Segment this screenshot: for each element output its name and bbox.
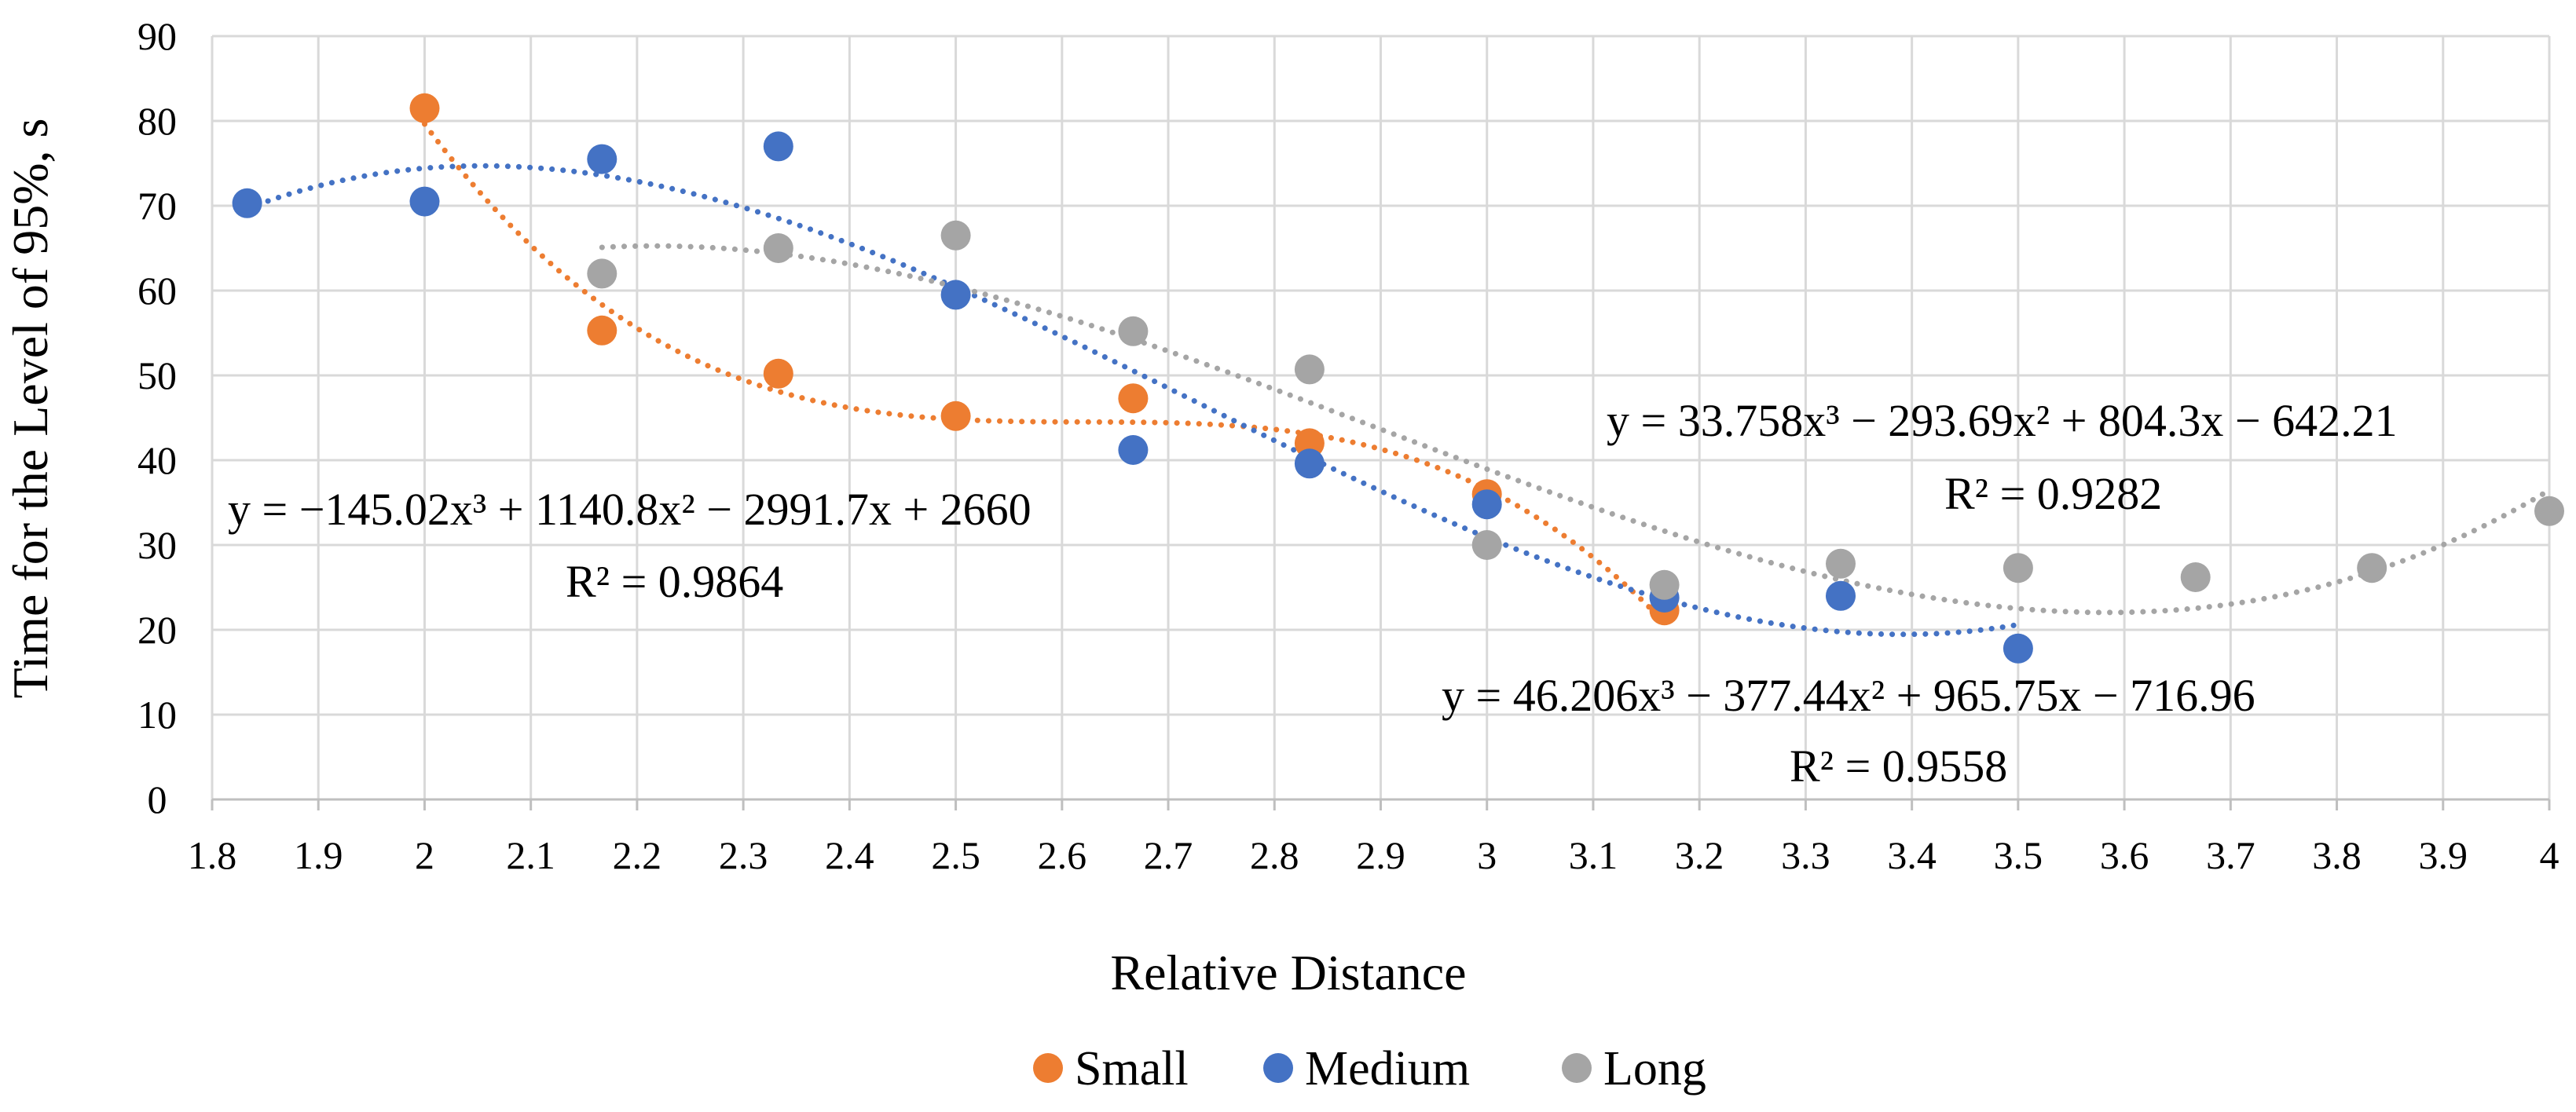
trendline-small	[422, 121, 1668, 626]
x-tick-label: 2.9	[1356, 833, 1405, 877]
x-tick-label: 2.8	[1250, 833, 1299, 877]
x-tick-label: 3.8	[2312, 833, 2362, 877]
legend-marker-medium	[1263, 1053, 1293, 1083]
legend-marker-small	[1033, 1053, 1063, 1083]
tick-labels: 1.8 1.9 2 2.1 2.2 2.3 2.4 2.5 2.6 2.7 2.8 2.9 3 3.1 3.…	[137, 14, 2560, 877]
x-tick-label: 2.4	[825, 833, 874, 877]
r2-long: R² = 0.9282	[1944, 468, 2162, 519]
x-tick-label: 2.3	[719, 833, 768, 877]
point-long	[2180, 562, 2211, 592]
x-tick-label: 3.5	[1994, 833, 2043, 877]
y-tick-label: 20	[137, 608, 177, 652]
x-tick-label: 2.6	[1038, 833, 1087, 877]
point-medium	[232, 188, 262, 218]
y-tick-label: 90	[137, 14, 177, 58]
annotation-medium: y = 46.206x³ − 377.44x² + 965.75x − 716.…	[1442, 670, 2255, 792]
x-axis-title: Relative Distance	[1110, 945, 1466, 1000]
point-medium	[1294, 448, 1325, 479]
r2-small: R² = 0.9864	[566, 556, 783, 607]
point-long	[2534, 496, 2564, 526]
point-medium	[1118, 435, 1149, 465]
point-small	[940, 401, 971, 431]
y-tick-label: 80	[137, 99, 177, 143]
x-tick-label: 3.9	[2419, 833, 2468, 877]
x-tick-label: 1.9	[294, 833, 343, 877]
x-tick-label: 3.7	[2206, 833, 2255, 877]
legend-item-medium: Medium	[1263, 1042, 1470, 1096]
x-tick-label: 2.2	[613, 833, 662, 877]
point-small	[1118, 383, 1149, 414]
point-medium	[763, 131, 793, 162]
point-long	[1294, 354, 1325, 385]
x-tick-label: 4	[2540, 833, 2560, 877]
point-long	[2003, 553, 2033, 583]
equation-small: y = −145.02x³ + 1140.8x² − 2991.7x + 266…	[228, 484, 1031, 535]
legend-item-small: Small	[1033, 1042, 1189, 1096]
y-tick-label: 30	[137, 523, 177, 567]
point-medium	[587, 144, 617, 174]
point-medium	[1471, 489, 1502, 520]
x-tick-label: 3.6	[2100, 833, 2149, 877]
point-small	[763, 358, 793, 389]
y-tick-label: 50	[137, 353, 177, 397]
point-long	[940, 220, 971, 251]
x-tick-label: 3.3	[1781, 833, 1830, 877]
point-medium	[1826, 580, 1856, 611]
trendlines	[244, 121, 2552, 638]
point-small	[409, 93, 440, 123]
annotation-small: y = −145.02x³ + 1140.8x² − 2991.7x + 266…	[228, 484, 1031, 607]
y-tick-label: 10	[137, 693, 177, 737]
point-medium	[409, 186, 440, 217]
point-long	[763, 233, 793, 263]
x-tick-label: 1.8	[188, 833, 237, 877]
point-long	[1118, 316, 1149, 346]
annotation-long: y = 33.758x³ − 293.69x² + 804.3x − 642.2…	[1607, 395, 2398, 519]
axes	[211, 798, 2551, 810]
r2-medium: R² = 0.9558	[1790, 741, 2007, 792]
point-long	[1826, 548, 1856, 579]
point-long	[587, 258, 617, 289]
legend-marker-long	[1562, 1053, 1592, 1083]
legend-label-long: Long	[1603, 1042, 1706, 1096]
y-tick-label: 60	[137, 269, 177, 313]
y-axis-title: Time for the Level of 95%, s	[2, 119, 58, 699]
legend-label-small: Small	[1075, 1042, 1189, 1096]
legend: Small Medium Long	[1033, 1042, 1706, 1096]
equation-medium: y = 46.206x³ − 377.44x² + 965.75x − 716.…	[1442, 670, 2255, 721]
trendline-medium	[244, 163, 2021, 638]
point-long	[2357, 553, 2387, 583]
y-tick-label: 70	[137, 184, 177, 228]
y-tick-label: 40	[137, 438, 177, 482]
x-tick-label: 3	[1477, 833, 1497, 877]
legend-label-medium: Medium	[1305, 1042, 1470, 1096]
data-points	[232, 93, 2564, 664]
x-tick-label: 3.2	[1675, 833, 1724, 877]
point-medium	[940, 280, 971, 310]
x-tick-label: 2	[415, 833, 434, 877]
point-long	[1471, 530, 1502, 560]
y-tick-label: 0	[148, 777, 167, 821]
point-medium	[2003, 633, 2033, 664]
x-tick-label: 2.5	[931, 833, 980, 877]
equation-long: y = 33.758x³ − 293.69x² + 804.3x − 642.2…	[1607, 395, 2398, 446]
point-long	[1649, 569, 1680, 600]
x-tick-label: 3.1	[1569, 833, 1618, 877]
point-small	[587, 315, 617, 346]
grid	[211, 35, 2551, 799]
x-tick-label: 3.4	[1887, 833, 1937, 877]
x-tick-label: 2.1	[506, 833, 555, 877]
x-tick-label: 2.7	[1144, 833, 1193, 877]
legend-item-long: Long	[1562, 1042, 1706, 1096]
